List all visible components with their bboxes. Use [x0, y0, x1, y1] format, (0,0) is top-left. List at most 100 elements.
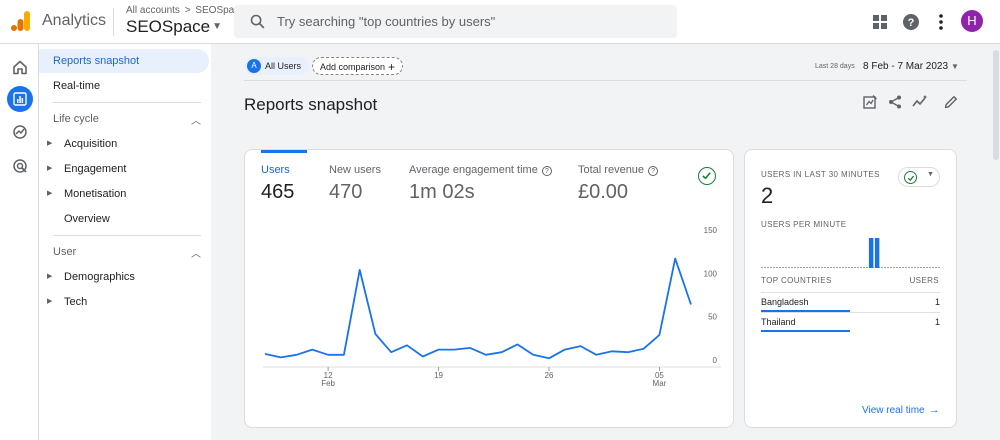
- nav-divider: [53, 235, 201, 236]
- metric-total-revenue[interactable]: Total revenue? £0.00: [578, 164, 659, 204]
- realtime-card: USERS IN LAST 30 MINUTES ▼ 2 USERS PER M…: [744, 149, 957, 428]
- y-tick-label: 150: [704, 226, 718, 235]
- nav-item-label: Monetisation: [64, 188, 127, 200]
- table-row: Thailand 1: [761, 312, 940, 332]
- segment-label: All Users: [265, 61, 302, 71]
- country-users: 1: [934, 317, 940, 327]
- chevron-up-icon: ︿: [191, 249, 201, 260]
- caret-down-icon: ▼: [951, 62, 959, 71]
- selected-metric-indicator: [261, 150, 307, 153]
- nav-monetisation[interactable]: ▶ Monetisation: [39, 182, 209, 206]
- breadcrumb-root[interactable]: All accounts: [126, 5, 180, 16]
- check-circle-icon: [904, 171, 917, 184]
- insights-icon[interactable]: [912, 94, 928, 110]
- users-series-line: [264, 257, 692, 360]
- add-comparison-button[interactable]: Add comparison +: [312, 57, 404, 75]
- metric-users[interactable]: Users 465: [261, 164, 294, 204]
- nav-section-title: User: [53, 246, 77, 258]
- metric-value: 465: [261, 181, 295, 203]
- expand-arrow-icon: ▶: [47, 273, 53, 280]
- nav-section-life-cycle[interactable]: Life cycle ︿: [53, 113, 201, 127]
- bar-chart-icon: [13, 92, 27, 106]
- apps-grid-icon[interactable]: [869, 11, 891, 33]
- side-nav: Reports snapshot Real-time Life cycle ︿ …: [39, 44, 211, 440]
- country-users: 1: [934, 297, 940, 307]
- divider: [244, 80, 967, 81]
- metric-value: 1m 02s: [409, 181, 475, 203]
- data-quality-check-icon[interactable]: [698, 167, 716, 185]
- date-range-value: 8 Feb - 7 Mar 2023: [863, 61, 949, 72]
- customize-report-icon[interactable]: [862, 94, 878, 110]
- advertising-button[interactable]: [7, 153, 33, 179]
- realtime-filter-button[interactable]: ▼: [898, 167, 940, 187]
- caret-down-icon: ▼: [927, 171, 934, 178]
- nav-acquisition[interactable]: ▶ Acquisition: [39, 132, 209, 156]
- analytics-logo-icon[interactable]: [10, 10, 32, 32]
- nav-reports-snapshot[interactable]: Reports snapshot: [39, 49, 209, 73]
- metric-avg-engagement-time[interactable]: Average engagement time? 1m 02s: [409, 164, 552, 204]
- x-tick-label: 26: [545, 371, 554, 380]
- overview-card: Users 465 New users 470 Average engageme…: [244, 149, 734, 428]
- users-per-minute-chart: [761, 238, 940, 268]
- top-countries-header: TOP COUNTRIES: [761, 276, 832, 285]
- page-title: Reports snapshot: [244, 95, 378, 114]
- nav-real-time[interactable]: Real-time: [53, 80, 101, 92]
- avatar[interactable]: H: [961, 10, 983, 32]
- more-vert-icon[interactable]: [930, 11, 952, 33]
- nav-overview[interactable]: Overview: [39, 207, 209, 231]
- date-range-picker[interactable]: 8 Feb - 7 Mar 2023 ▼: [863, 61, 959, 72]
- plus-icon: +: [388, 60, 396, 74]
- top-bar: Analytics All accounts > SEOSpace SEOSpa…: [0, 0, 1000, 44]
- help-icon[interactable]: ?: [900, 11, 922, 33]
- metric-new-users[interactable]: New users 470: [329, 164, 381, 204]
- app-title: Analytics: [42, 12, 107, 29]
- expand-arrow-icon: ▶: [47, 298, 53, 305]
- expand-arrow-icon: ▶: [47, 190, 53, 197]
- country-name: Bangladesh: [761, 297, 809, 307]
- metric-value: 470: [329, 181, 363, 203]
- scrollbar[interactable]: [992, 44, 1000, 440]
- view-real-time-link[interactable]: View real time →: [862, 404, 940, 416]
- property-name: SEOSpace: [126, 17, 211, 36]
- add-comparison-label: Add comparison: [320, 62, 386, 72]
- x-tick-label: 05: [655, 371, 664, 380]
- y-tick-label: 0: [713, 356, 718, 365]
- home-button[interactable]: [7, 54, 33, 80]
- help-circle-icon[interactable]: ?: [541, 166, 552, 176]
- nav-demographics[interactable]: ▶ Demographics: [39, 265, 209, 289]
- nav-section-user[interactable]: User ︿: [53, 246, 201, 260]
- segment-chip[interactable]: A All Users: [244, 57, 310, 75]
- view-real-time-label: View real time: [862, 405, 925, 416]
- edit-icon[interactable]: [943, 94, 959, 110]
- property-selector[interactable]: SEOSpace ▼: [126, 17, 222, 37]
- caret-down-icon: ▼: [212, 21, 223, 32]
- scrollbar-thumb[interactable]: [993, 50, 999, 160]
- nav-item-label: Acquisition: [64, 138, 118, 150]
- nav-divider: [53, 102, 201, 103]
- table-row: Bangladesh 1: [761, 292, 940, 312]
- search-bar[interactable]: Try searching "top countries by users": [234, 5, 677, 38]
- per-minute-bar: [874, 238, 880, 268]
- metric-label: Average engagement time: [409, 164, 538, 176]
- country-name: Thailand: [761, 317, 796, 327]
- y-tick-label: 100: [704, 269, 718, 278]
- metric-value: £0.00: [578, 181, 629, 203]
- search-input[interactable]: Try searching "top countries by users": [277, 14, 496, 29]
- breadcrumb-account[interactable]: SEOSpace: [195, 5, 245, 16]
- nav-tech[interactable]: ▶ Tech: [39, 290, 209, 314]
- explore-icon: [13, 125, 27, 139]
- reports-button[interactable]: [7, 86, 33, 112]
- x-tick-month-label: Mar: [653, 379, 667, 388]
- help-circle-icon[interactable]: ?: [648, 166, 659, 176]
- metric-label: Users: [261, 164, 290, 176]
- date-range-label: Last 28 days: [815, 63, 855, 70]
- share-icon[interactable]: [887, 94, 903, 110]
- per-minute-label: USERS PER MINUTE: [761, 220, 847, 229]
- country-bar: [761, 310, 850, 312]
- metric-label: New users: [329, 164, 381, 176]
- country-bar: [761, 330, 850, 332]
- explore-button[interactable]: [7, 119, 33, 145]
- per-minute-bar: [868, 238, 874, 268]
- nav-engagement[interactable]: ▶ Engagement: [39, 157, 209, 181]
